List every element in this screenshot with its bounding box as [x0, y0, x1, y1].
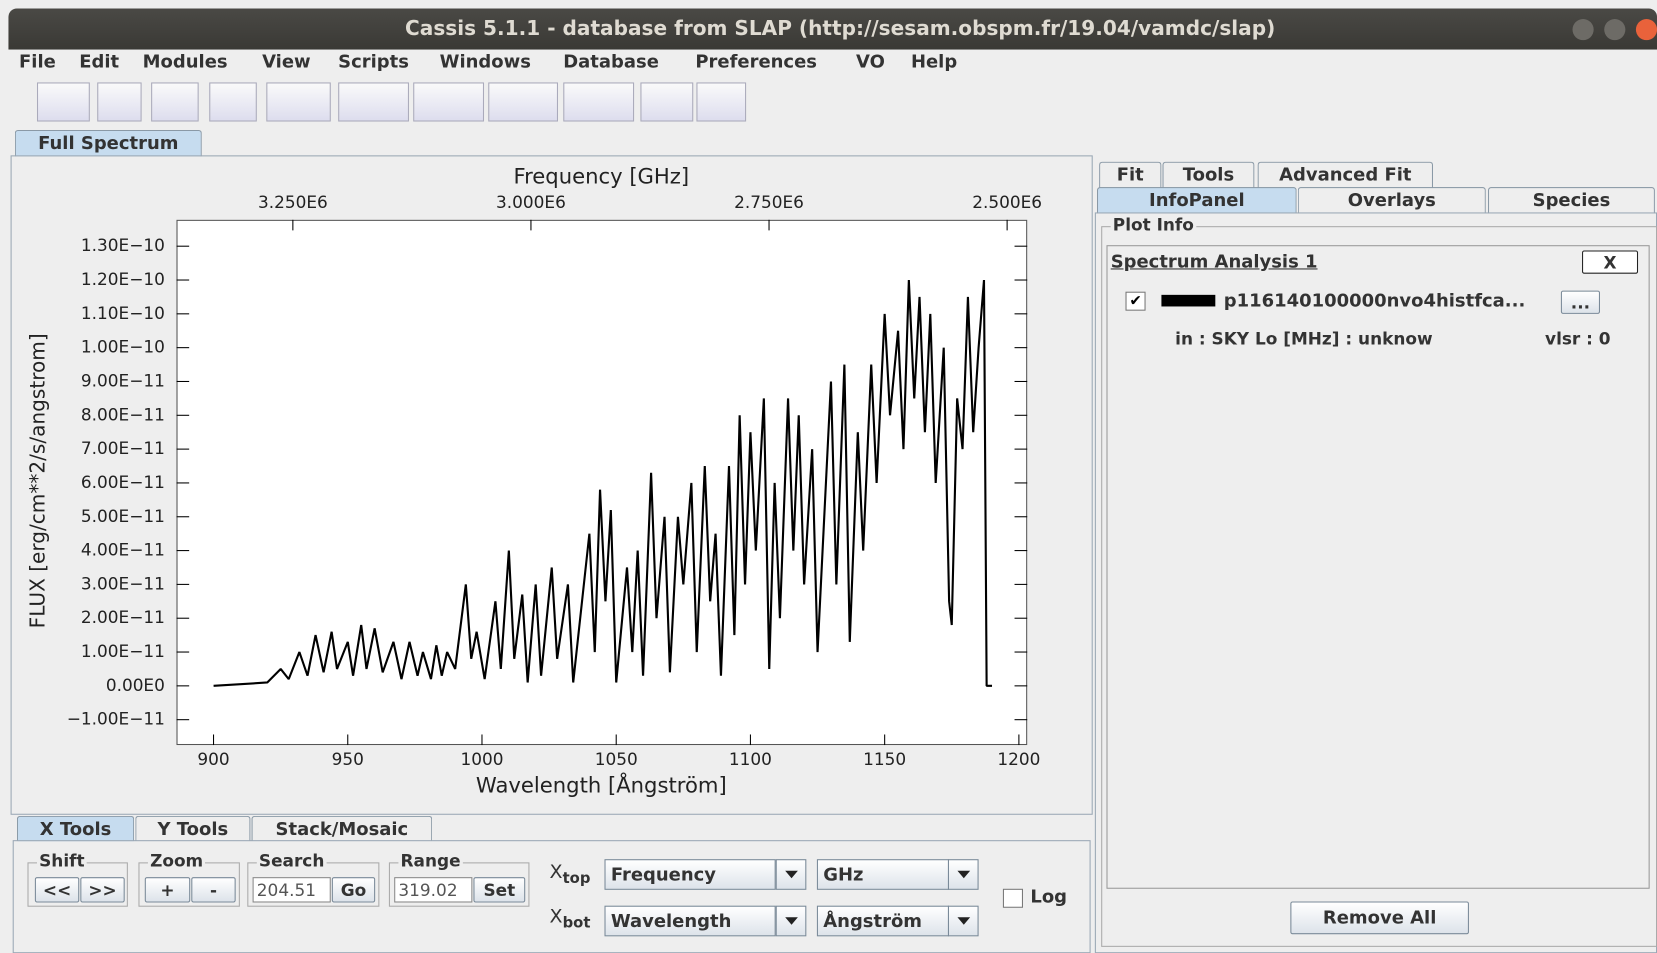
go-button[interactable]: Go	[331, 877, 376, 903]
menu-item[interactable]: File	[19, 51, 56, 73]
tab[interactable]: Overlays	[1297, 187, 1486, 214]
menu-item[interactable]: Database	[563, 51, 659, 73]
dropdown-arrow[interactable]	[775, 905, 807, 937]
log-checkbox[interactable]	[1002, 888, 1023, 908]
vlsr: vlsr : 0	[1545, 328, 1611, 349]
menu-item[interactable]: Scripts	[338, 51, 409, 73]
analysis-box	[1106, 245, 1650, 889]
log-label: Log	[1030, 886, 1068, 908]
shift-left[interactable]: <<	[34, 877, 80, 903]
xbot-unit[interactable]: Ångström	[816, 905, 950, 937]
dropdown-arrow[interactable]	[947, 859, 979, 890]
close-button[interactable]	[1635, 19, 1657, 41]
tab[interactable]: Stack/Mosaic	[251, 815, 433, 842]
toolbar-button[interactable]	[413, 82, 485, 122]
tab[interactable]: Species	[1487, 187, 1655, 214]
x-letter: X	[549, 905, 563, 928]
tab[interactable]: Y Tools	[135, 815, 251, 842]
subscript: top	[562, 870, 591, 888]
set-button[interactable]: Set	[473, 877, 526, 903]
remove-all[interactable]: Remove All	[1290, 901, 1469, 935]
title-bar	[8, 8, 1657, 50]
tab[interactable]: Tools	[1162, 161, 1255, 189]
group-label: Search	[256, 850, 327, 871]
dropdown-arrow[interactable]	[775, 859, 807, 890]
search-input[interactable]: 204.51	[252, 877, 331, 903]
tab[interactable]: Advanced Fit	[1257, 161, 1434, 189]
maximize-button[interactable]	[1604, 19, 1626, 41]
group-label: Plot Info	[1110, 214, 1197, 235]
menu-item[interactable]: Windows	[439, 51, 531, 73]
xbot-label: Xbot	[549, 905, 591, 934]
toolbar-button[interactable]	[97, 82, 142, 122]
menu-item[interactable]: View	[262, 51, 311, 73]
shift-group: Shift	[27, 850, 128, 907]
tab[interactable]: InfoPanel	[1096, 187, 1297, 214]
menu-bg	[8, 49, 1657, 78]
xtop-axis[interactable]: Frequency	[604, 859, 776, 890]
toolbar-button[interactable]	[209, 82, 257, 122]
xtop-label: Xtop	[550, 862, 591, 889]
shift-right[interactable]: >>	[80, 877, 125, 903]
zoom-out[interactable]: -	[191, 877, 236, 903]
subscript: bot	[562, 914, 591, 932]
analysis-title: Spectrum Analysis 1	[1110, 251, 1318, 273]
group-label: Range	[398, 850, 463, 871]
menu-item[interactable]: Edit	[79, 51, 120, 73]
plot-area	[176, 219, 1028, 746]
toolbar-button[interactable]	[338, 82, 409, 122]
toolbar-button[interactable]	[266, 82, 331, 122]
toolbar-button[interactable]	[640, 82, 694, 122]
minimize-button[interactable]	[1572, 19, 1594, 41]
checkbox[interactable]: ✔	[1125, 291, 1146, 311]
plot-panel	[10, 155, 1093, 815]
window-title: Cassis 5.1.1 - database from SLAP (http:…	[405, 16, 1276, 41]
more-button[interactable]: ...	[1560, 290, 1600, 314]
xtop-unit[interactable]: GHz	[816, 859, 950, 890]
search-group: Search	[247, 850, 380, 907]
dropdown-arrow[interactable]	[947, 905, 979, 937]
close-analysis[interactable]: X	[1582, 250, 1639, 274]
range-input[interactable]: 319.02	[394, 877, 473, 903]
zoom-in[interactable]: +	[144, 877, 191, 903]
toolbar-button[interactable]	[488, 82, 558, 122]
toolbar-button[interactable]	[36, 82, 90, 122]
tab[interactable]: X Tools	[16, 815, 135, 842]
menu-item[interactable]: Modules	[142, 51, 228, 73]
x-letter: X	[549, 861, 563, 884]
main-tab[interactable]: Full Spectrum	[14, 129, 202, 157]
xbot-axis[interactable]: Wavelength	[604, 905, 776, 937]
color-swatch[interactable]	[1161, 294, 1216, 307]
menu-item[interactable]: VO	[856, 51, 885, 73]
tab[interactable]: Fit	[1099, 161, 1162, 189]
file-name: p116140100000nvo4histfca...	[1223, 290, 1526, 312]
range-group: Range	[388, 850, 530, 907]
group-label: Shift	[36, 850, 87, 871]
menu-item[interactable]: Preferences	[695, 51, 817, 73]
toolbar-button[interactable]	[151, 82, 199, 122]
toolbar-button[interactable]	[563, 82, 635, 122]
zoom-group: Zoom	[138, 850, 240, 907]
menu-item[interactable]: Help	[910, 51, 958, 73]
group-label: Zoom	[147, 850, 206, 871]
toolbar-button[interactable]	[696, 82, 747, 122]
info-line: in : SKY Lo [MHz] : unknow	[1175, 328, 1433, 349]
